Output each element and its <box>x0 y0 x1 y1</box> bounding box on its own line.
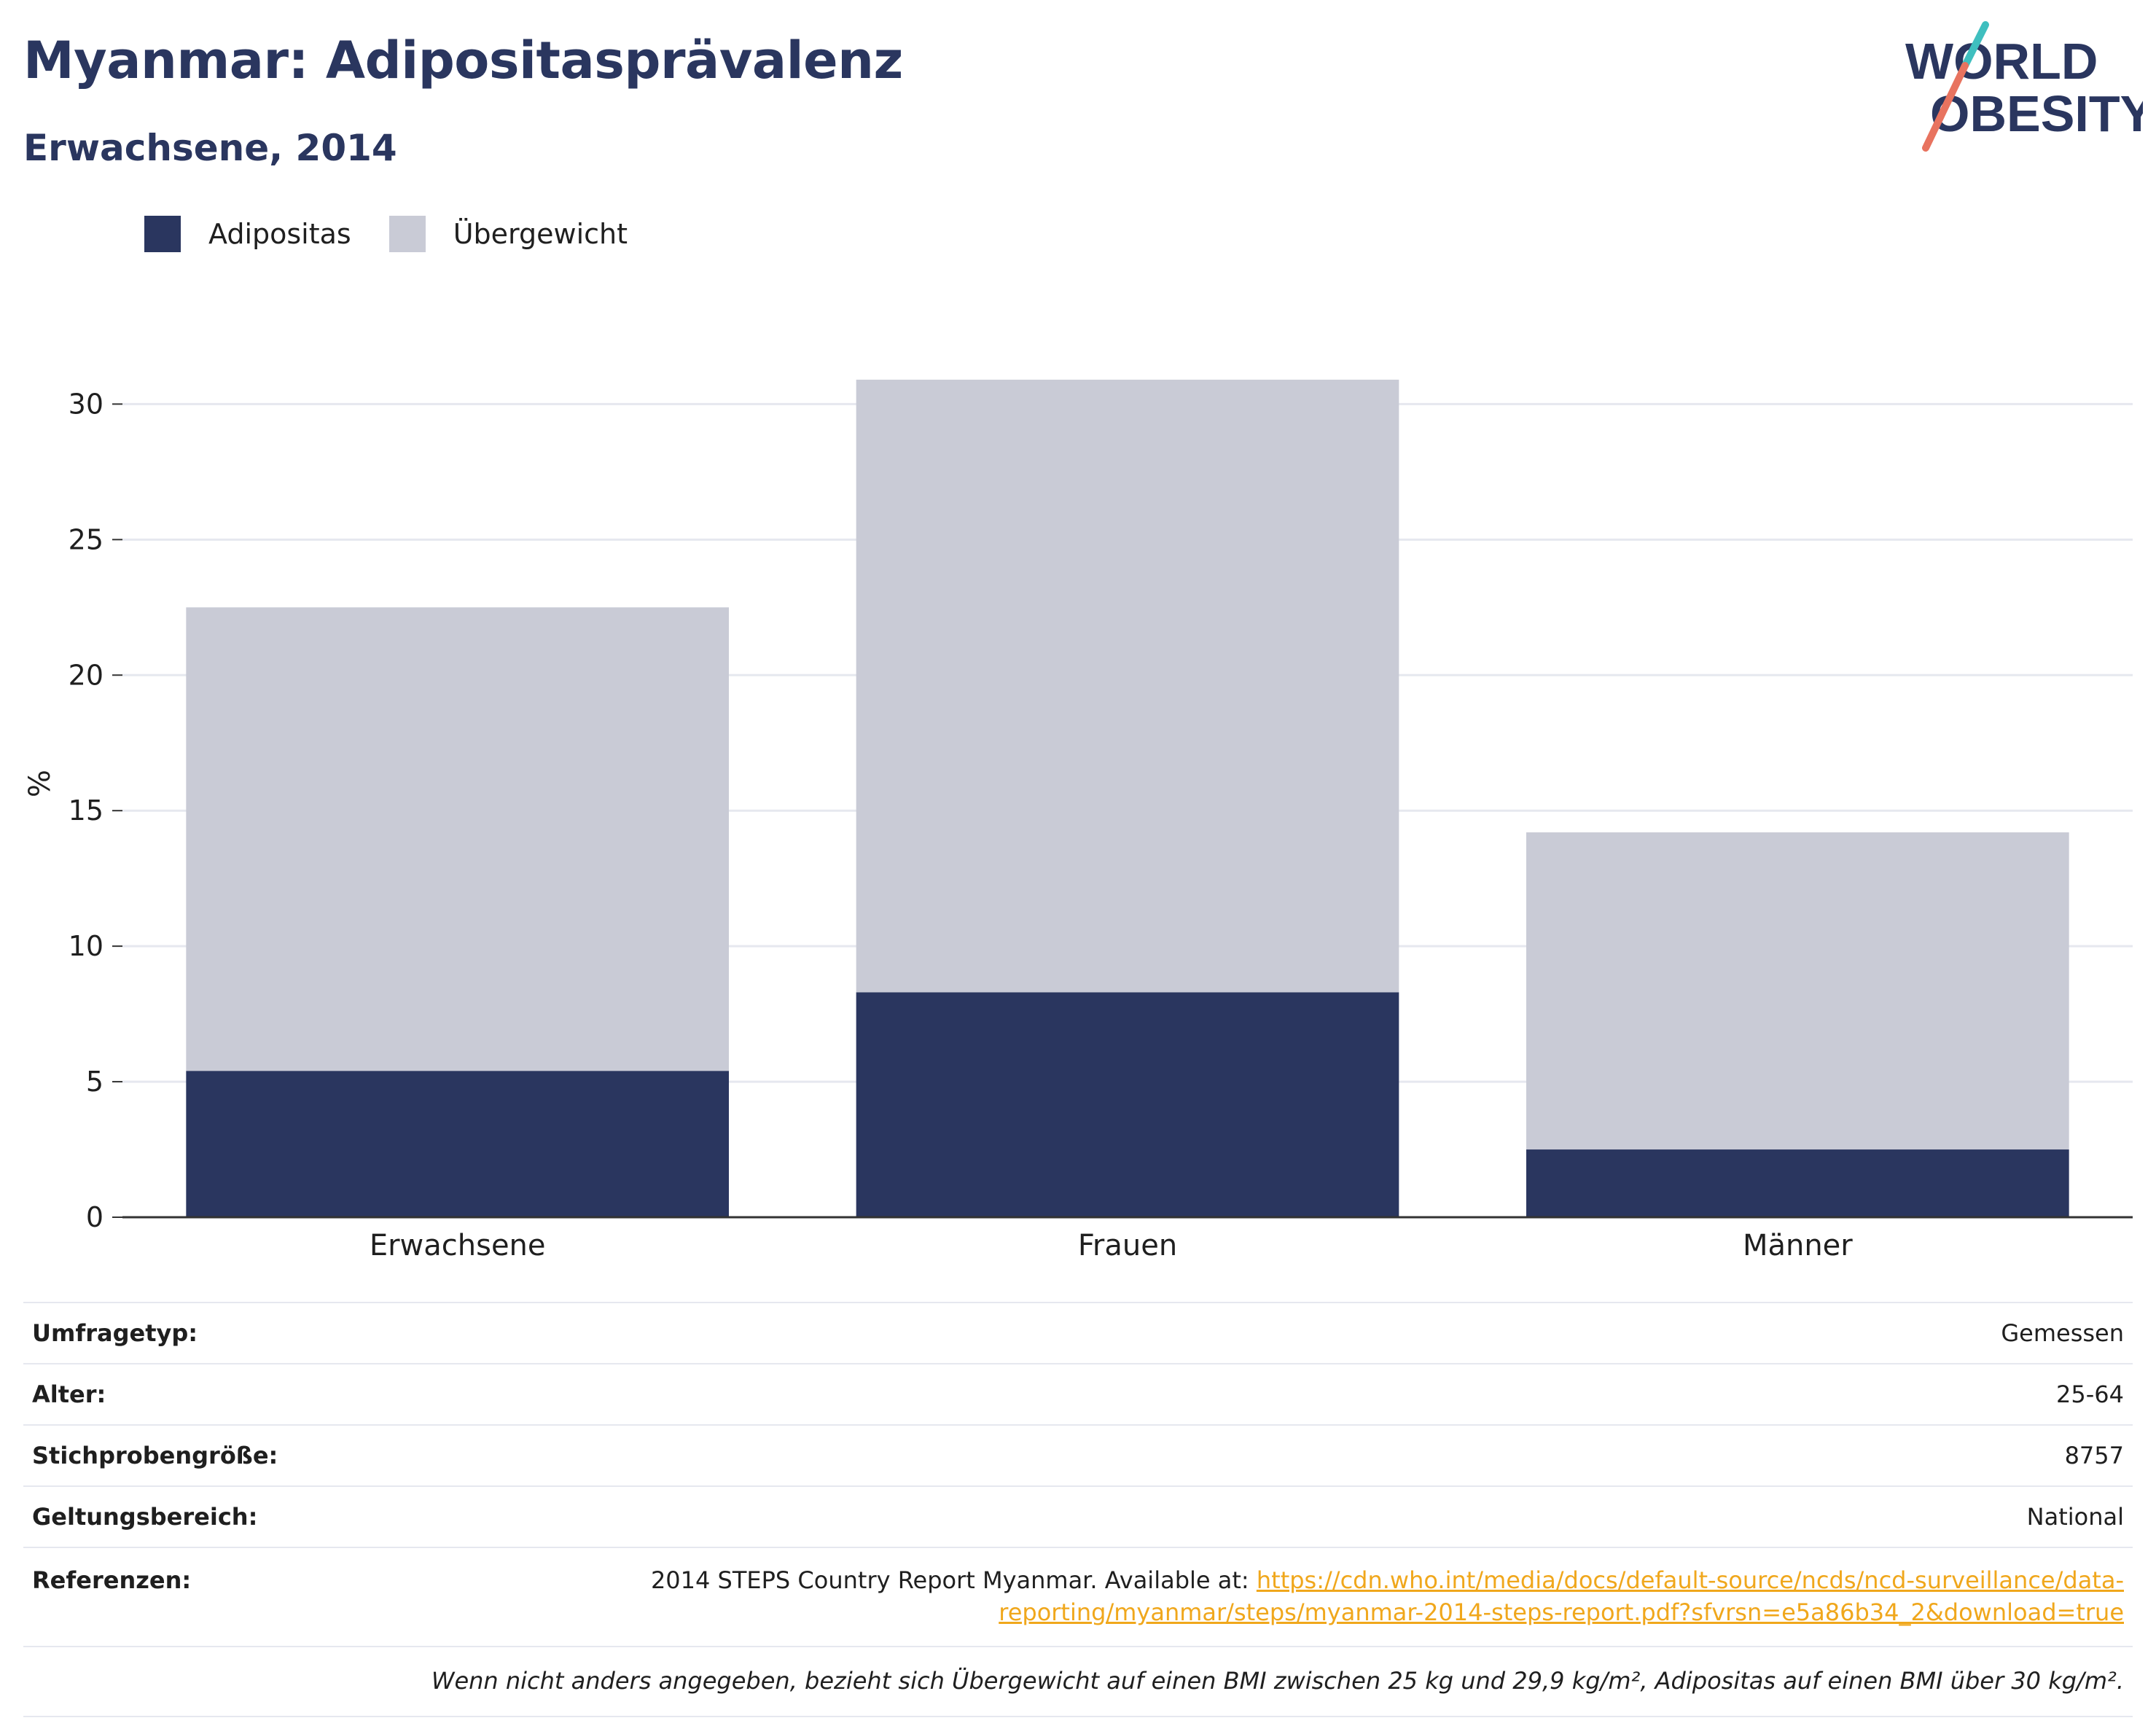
reference-cell: 2014 STEPS Country Report Myanmar. Avail… <box>551 1547 2133 1647</box>
info-row-references: Referenzen: 2014 STEPS Country Report My… <box>23 1547 2133 1647</box>
y-tick-label: 5 <box>86 1066 103 1098</box>
page-title: Myanmar: Adipositasprävalenz <box>23 31 903 90</box>
y-axis-label: % <box>23 770 57 797</box>
info-key: Stichprobengröße: <box>23 1424 551 1486</box>
reference-link[interactable]: https://cdn.who.int/media/docs/default-s… <box>1256 1566 2124 1594</box>
legend-label-adipositas: Adipositas <box>208 218 351 250</box>
chart-legend: Adipositas Übergewicht <box>144 216 665 252</box>
info-value: Gemessen <box>551 1302 2133 1364</box>
legend-item-uebergewicht[interactable]: Übergewicht <box>388 216 628 252</box>
logo-slash-teal <box>1961 21 1989 69</box>
bar-uebergewicht-erwachsene <box>186 607 729 1071</box>
info-row-survey-type: Umfragetyp: Gemessen <box>23 1302 2133 1364</box>
bar-adipositas-frauen <box>856 992 1399 1217</box>
y-tick-label: 25 <box>69 523 103 555</box>
y-tick-label: 20 <box>69 659 103 691</box>
world-obesity-logo: WORLD OBESITY <box>1905 21 2143 152</box>
legend-swatch-uebergewicht <box>388 216 426 252</box>
bar-uebergewicht-männer <box>1526 832 2069 1150</box>
logo-text-obesity: OBESITY <box>1930 85 2143 142</box>
bar-uebergewicht-frauen <box>856 379 1399 993</box>
logo-slash-coral <box>1922 62 1969 152</box>
y-tick-label: 30 <box>69 388 103 420</box>
info-row-sample-size: Stichprobengröße: 8757 <box>23 1424 2133 1486</box>
stacked-bar-chart: 0 5 10 15 20 25 30% Erwachsene Frauen Männer <box>23 379 2133 1262</box>
info-key: Umfragetyp: <box>23 1302 551 1364</box>
y-tick-label: 15 <box>69 794 103 827</box>
info-row-age: Alter: 25-64 <box>23 1363 2133 1425</box>
info-key: Referenzen: <box>23 1547 551 1647</box>
info-key: Alter: <box>23 1363 551 1425</box>
y-tick-label: 0 <box>86 1201 103 1233</box>
info-key: Geltungsbereich: <box>23 1485 551 1547</box>
legend-label-uebergewicht: Übergewicht <box>453 218 628 250</box>
legend-item-adipositas[interactable]: Adipositas <box>144 216 351 252</box>
info-value: National <box>551 1485 2133 1547</box>
bmi-definition-note: Wenn nicht anders angegeben, bezieht sic… <box>23 1646 2133 1717</box>
page-subtitle: Erwachsene, 2014 <box>23 127 397 169</box>
legend-swatch-adipositas <box>144 216 181 252</box>
bar-adipositas-erwachsene <box>186 1071 729 1217</box>
x-tick-label: Männer <box>1743 1229 1853 1262</box>
logo-text-world: WORLD <box>1905 33 2098 90</box>
info-value: 25-64 <box>551 1363 2133 1425</box>
info-row-scope: Geltungsbereich: National <box>23 1485 2133 1547</box>
info-row-note: Wenn nicht anders angegeben, bezieht sic… <box>23 1646 2133 1717</box>
reference-text: 2014 STEPS Country Report Myanmar. Avail… <box>650 1566 1257 1594</box>
y-tick-label: 10 <box>69 930 103 962</box>
info-value: 8757 <box>551 1424 2133 1486</box>
survey-info-table: Umfragetyp: Gemessen Alter: 25-64 Stichp… <box>23 1302 2133 1717</box>
x-tick-label: Erwachsene <box>370 1229 546 1262</box>
reference-link-continued[interactable]: reporting/myanmar/steps/myanmar-2014-ste… <box>999 1598 2124 1626</box>
bar-adipositas-männer <box>1526 1149 2069 1217</box>
x-tick-label: Frauen <box>1078 1229 1177 1262</box>
